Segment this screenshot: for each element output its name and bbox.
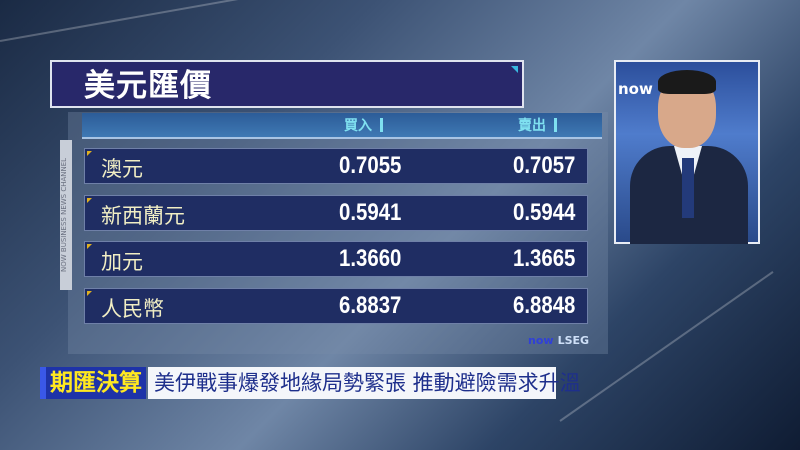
presenter-hair [658, 70, 716, 94]
column-header-buy: 買入 [344, 115, 383, 135]
currency-name: 新西蘭元 [101, 204, 185, 228]
side-channel-label: NOW BUSINESS NEWS CHANNEL [60, 140, 72, 290]
ticker-tag: 期匯決算 [40, 367, 146, 399]
title-bar: 美元匯價 [50, 60, 524, 108]
currency-name: 加元 [101, 250, 143, 274]
buy-rate: 1.3660 [338, 245, 401, 272]
column-header-sell: 賣出 [518, 115, 557, 135]
buy-rate: 6.8837 [338, 292, 401, 319]
table-header: 買入 賣出 [82, 113, 602, 139]
sell-rate: 0.5944 [512, 199, 575, 226]
sell-rate: 1.3665 [512, 245, 575, 272]
presenter-tie [682, 158, 694, 218]
currency-name: 人民幣 [101, 297, 164, 321]
buy-rate: 0.7055 [338, 152, 401, 179]
source-credit: now LSEG [528, 334, 589, 347]
ticker-headline: 美伊戰事爆發地緣局勢緊張 推動避險需求升溫 [148, 367, 581, 399]
sell-rate: 6.8848 [512, 292, 575, 319]
now-logo: now [528, 334, 554, 347]
table-row: 加元 1.3660 1.3665 [84, 241, 588, 277]
sell-rate: 0.7057 [512, 152, 575, 179]
buy-rate: 0.5941 [338, 199, 401, 226]
currency-name: 澳元 [101, 157, 143, 181]
corner-triangle-icon [511, 66, 518, 73]
table-row: 新西蘭元 0.5941 0.5944 [84, 195, 588, 231]
background-line [0, 0, 296, 42]
now-logo: now [618, 80, 653, 98]
page-title: 美元匯價 [84, 68, 212, 104]
table-row: 澳元 0.7055 0.7057 [84, 148, 588, 184]
presenter-video: now [614, 60, 760, 244]
table-row: 人民幣 6.8837 6.8848 [84, 288, 588, 324]
source-name: LSEG [557, 334, 590, 347]
